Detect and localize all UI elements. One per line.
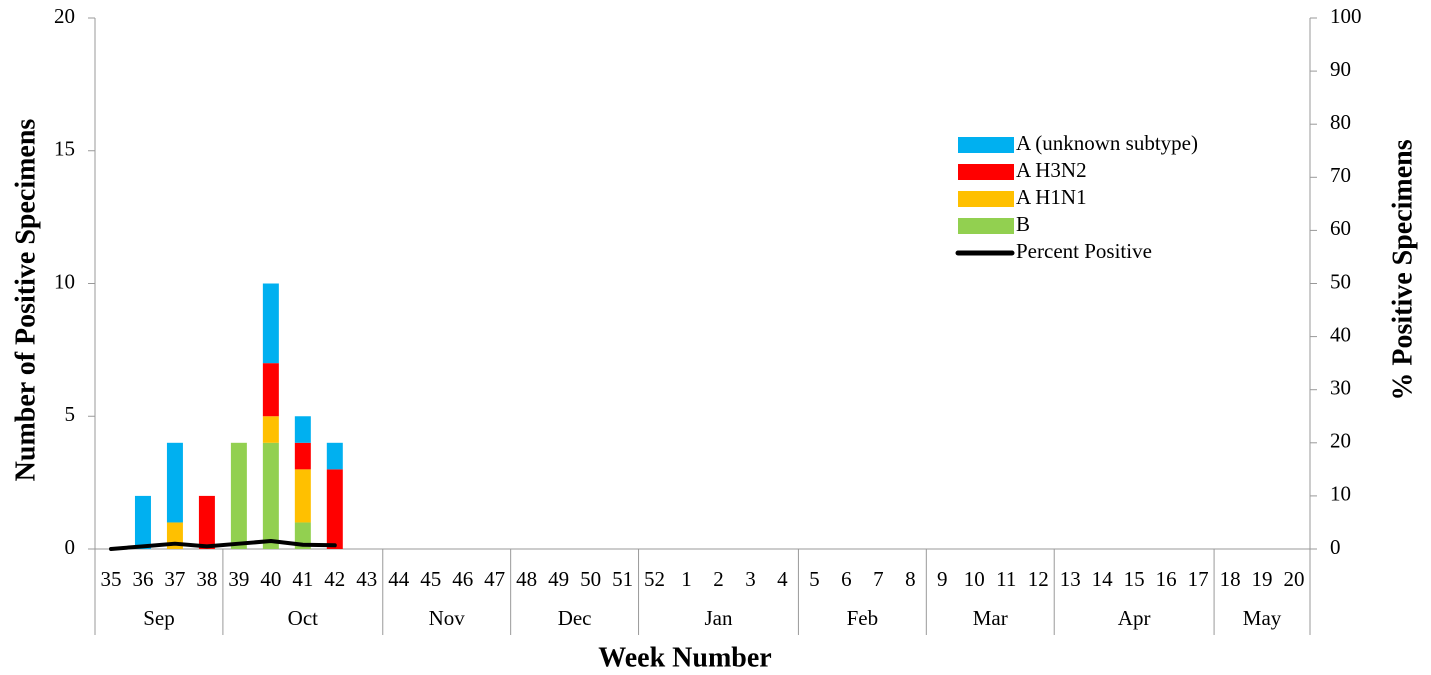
x-tick-label: 39 (228, 567, 249, 591)
x-tick-label: 52 (644, 567, 665, 591)
x-tick-label: 50 (580, 567, 601, 591)
legend-swatch (958, 218, 1014, 234)
x-tick-label: 9 (937, 567, 948, 591)
y2-tick-label: 40 (1330, 322, 1351, 346)
month-label: May (1243, 606, 1282, 630)
y-tick-label: 20 (54, 4, 75, 28)
legend-swatch (958, 191, 1014, 207)
x-tick-label: 17 (1188, 567, 1209, 591)
x-tick-label: 12 (1028, 567, 1049, 591)
bar-segment (262, 442, 279, 549)
y2-tick-label: 60 (1330, 216, 1351, 240)
y-tick-label: 5 (65, 402, 76, 426)
x-tick-label: 20 (1284, 567, 1305, 591)
x-tick-label: 51 (612, 567, 633, 591)
y-axis-title: Number of Positive Specimens (10, 119, 41, 482)
x-tick-label: 41 (292, 567, 313, 591)
x-tick-label: 3 (745, 567, 756, 591)
x-tick-label: 40 (260, 567, 281, 591)
line-series (108, 539, 337, 551)
bar-segment (262, 416, 279, 443)
y2-axis-title: % Positive Specimens (1387, 139, 1418, 400)
x-tick-label: 42 (324, 567, 345, 591)
x-tick-label: 44 (388, 567, 410, 591)
x-tick-label: 7 (873, 567, 884, 591)
x-tick-label: 18 (1220, 567, 1241, 591)
x-tick-label: 35 (100, 567, 121, 591)
x-tick-label: 37 (164, 567, 185, 591)
y2-tick-label: 20 (1330, 429, 1351, 453)
x-tick-label: 15 (1124, 567, 1145, 591)
x-tick-label: 38 (196, 567, 217, 591)
y2-tick-label: 80 (1330, 110, 1351, 134)
x-tick-label: 49 (548, 567, 569, 591)
x-tick-label: 16 (1156, 567, 1177, 591)
x-tick-label: 11 (996, 567, 1016, 591)
x-tick-label: 5 (809, 567, 820, 591)
x-tick-label: 14 (1092, 567, 1114, 591)
y2-tick-label: 100 (1330, 4, 1362, 28)
month-label: Feb (847, 606, 879, 630)
x-tick-label: 48 (516, 567, 537, 591)
bar-segment (198, 495, 215, 549)
bar-segment (262, 283, 279, 364)
y2-tick-label: 90 (1330, 57, 1351, 81)
legend-swatch (958, 137, 1014, 153)
y-tick-label: 0 (65, 535, 76, 559)
x-axis-title: Week Number (598, 642, 771, 673)
bar-segment (134, 495, 151, 549)
y-tick-label: 10 (54, 269, 75, 293)
legend-label: Percent Positive (1016, 239, 1152, 263)
x-tick-label: 10 (964, 567, 985, 591)
legend-label: A H3N2 (1016, 158, 1087, 182)
bar-segment (326, 442, 343, 470)
x-tick-label: 4 (777, 567, 788, 591)
month-label: Jan (704, 606, 732, 630)
x-tick-label: 36 (132, 567, 153, 591)
legend-label: A H1N1 (1016, 185, 1087, 209)
bar-segment (230, 442, 247, 549)
y2-tick-label: 50 (1330, 269, 1351, 293)
month-label: Nov (429, 606, 466, 630)
x-tick-label: 43 (356, 567, 377, 591)
bar-segment (294, 442, 311, 470)
month-label: Apr (1118, 606, 1151, 630)
x-tick-label: 1 (681, 567, 692, 591)
month-label: Mar (973, 606, 1008, 630)
y2-tick-label: 70 (1330, 163, 1351, 187)
bar-segment (326, 469, 343, 549)
y2-tick-label: 10 (1330, 482, 1351, 506)
y2-tick-label: 0 (1330, 535, 1341, 559)
x-tick-label: 19 (1252, 567, 1273, 591)
bar-segment (294, 416, 311, 443)
bar-segment (262, 363, 279, 417)
x-tick-label: 45 (420, 567, 441, 591)
legend-label: B (1016, 212, 1030, 236)
bar-segment (166, 442, 183, 523)
bar-segment (294, 469, 311, 523)
month-label: Oct (288, 606, 318, 630)
legend-label: A (unknown subtype) (1016, 131, 1198, 155)
x-tick-label: 46 (452, 567, 473, 591)
x-tick-label: 13 (1060, 567, 1081, 591)
month-label: Sep (143, 606, 175, 630)
month-label: Dec (558, 606, 592, 630)
y-tick-label: 15 (54, 137, 75, 161)
x-tick-label: 47 (484, 567, 505, 591)
y2-tick-label: 30 (1330, 376, 1351, 400)
legend-swatch (958, 164, 1014, 180)
x-tick-label: 6 (841, 567, 852, 591)
x-tick-label: 8 (905, 567, 916, 591)
x-tick-label: 2 (713, 567, 724, 591)
